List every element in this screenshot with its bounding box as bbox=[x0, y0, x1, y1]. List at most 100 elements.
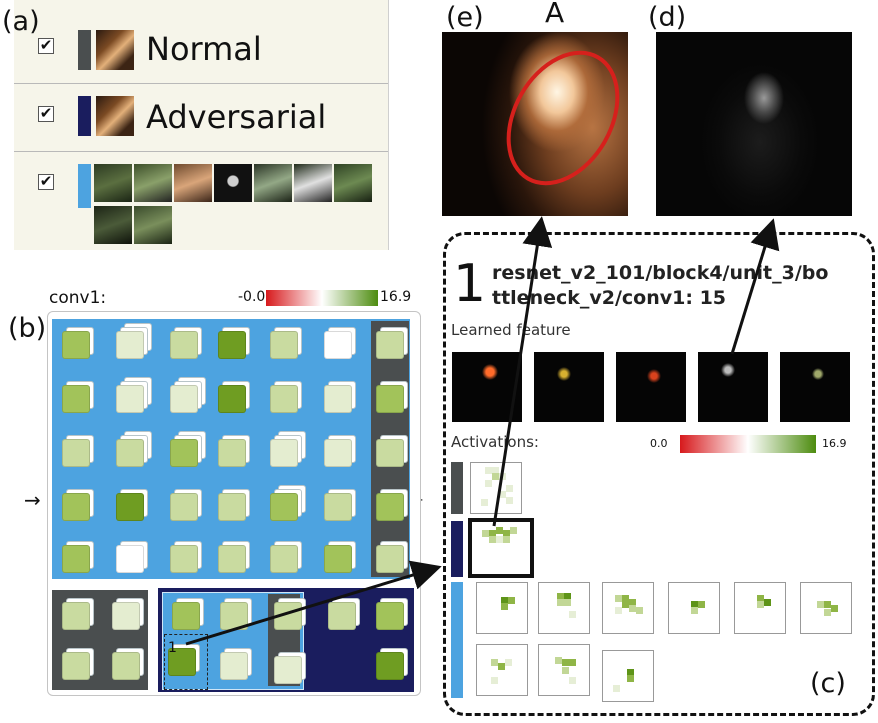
neuron-square[interactable] bbox=[376, 541, 408, 573]
class-color-swatch bbox=[78, 164, 91, 208]
neuron-square[interactable] bbox=[116, 541, 148, 573]
neuron-square[interactable] bbox=[218, 541, 250, 573]
neuron-square[interactable] bbox=[112, 598, 144, 630]
normal-checkbox[interactable]: ✔ bbox=[38, 36, 54, 54]
neuron-square[interactable] bbox=[328, 598, 360, 630]
neuron-square[interactable] bbox=[270, 381, 302, 413]
left-arrow-icon: → bbox=[24, 488, 41, 512]
neuron-square[interactable] bbox=[218, 381, 250, 413]
class-checkbox[interactable]: ✔ bbox=[38, 172, 54, 190]
legend-row-normal[interactable]: ✔ Normal bbox=[14, 18, 388, 80]
neuron-square[interactable] bbox=[170, 327, 202, 359]
learned-feature-thumbnail bbox=[534, 352, 604, 422]
activation-map[interactable] bbox=[602, 582, 654, 634]
learned-feature-thumbnail bbox=[780, 352, 850, 422]
scale-min-label: -0.0 bbox=[238, 289, 266, 305]
adversarial-label: Adversarial bbox=[146, 98, 327, 136]
neuron-square[interactable] bbox=[62, 598, 94, 630]
activation-map[interactable] bbox=[476, 644, 528, 696]
neuron-square[interactable] bbox=[270, 327, 302, 359]
activation-map[interactable] bbox=[668, 582, 720, 634]
activation-map[interactable] bbox=[468, 518, 534, 578]
selected-neuron-marker: 1 bbox=[168, 640, 177, 656]
selected-neuron-box[interactable] bbox=[164, 634, 208, 690]
neuron-square[interactable] bbox=[168, 644, 200, 676]
activation-color-scale bbox=[680, 435, 816, 453]
activation-map[interactable] bbox=[476, 582, 528, 634]
class-image-thumbnail bbox=[334, 164, 372, 202]
neuron-square[interactable] bbox=[112, 648, 144, 680]
neuron-square[interactable] bbox=[376, 327, 408, 359]
neuron-square[interactable] bbox=[170, 431, 206, 467]
neuron-square[interactable] bbox=[62, 435, 94, 467]
class-image-thumbnail bbox=[94, 206, 132, 244]
neuron-square[interactable] bbox=[220, 648, 252, 680]
neuron-square[interactable] bbox=[376, 648, 408, 680]
neuron-square[interactable] bbox=[62, 327, 94, 359]
color-scale-bar bbox=[266, 290, 378, 306]
activation-map[interactable] bbox=[734, 582, 786, 634]
legend-row-class-images[interactable]: ✔ bbox=[14, 154, 388, 250]
legend-row-adversarial[interactable]: ✔ Adversarial bbox=[14, 86, 388, 148]
panel-label-a: (a) bbox=[2, 6, 40, 37]
neuron-square[interactable] bbox=[324, 327, 356, 359]
activation-map[interactable] bbox=[602, 650, 654, 702]
class-image-thumbnail bbox=[294, 164, 332, 202]
neuron-square[interactable] bbox=[170, 377, 206, 413]
layer-name: conv1: bbox=[49, 288, 107, 308]
selection-arrow bbox=[185, 560, 442, 646]
legend-divider bbox=[14, 151, 388, 152]
neuron-square[interactable] bbox=[274, 652, 306, 684]
neuron-square[interactable] bbox=[170, 541, 202, 573]
normal-image-thumbnail bbox=[96, 30, 134, 70]
normal-link-arrow bbox=[730, 218, 780, 355]
activation-scale-min: 0.0 bbox=[650, 437, 668, 450]
neuron-square[interactable] bbox=[116, 431, 152, 467]
neuron-square[interactable] bbox=[116, 323, 152, 359]
neuron-square[interactable] bbox=[62, 541, 94, 573]
neuron-square[interactable] bbox=[376, 435, 408, 467]
neuron-square[interactable] bbox=[376, 598, 408, 630]
neuron-square[interactable] bbox=[324, 435, 356, 467]
neuron-square[interactable] bbox=[270, 485, 306, 521]
adversarial-feature-image bbox=[442, 32, 628, 216]
neuron-square[interactable] bbox=[324, 541, 356, 573]
neuron-square[interactable] bbox=[170, 489, 202, 521]
neuron-square[interactable] bbox=[270, 431, 306, 467]
activation-map[interactable] bbox=[800, 582, 852, 634]
neuron-square[interactable] bbox=[116, 489, 148, 521]
adversarial-color-swatch bbox=[78, 96, 91, 136]
neuron-square[interactable] bbox=[376, 489, 408, 521]
neuron-square[interactable] bbox=[172, 598, 204, 630]
neuron-square[interactable] bbox=[62, 489, 94, 521]
neuron-square[interactable] bbox=[220, 598, 252, 630]
neuron-square[interactable] bbox=[218, 489, 250, 521]
activation-scale-max: 16.9 bbox=[822, 437, 847, 450]
neuron-square[interactable] bbox=[218, 435, 250, 467]
class-legend: ✔ Normal ✔ Adversarial ✔ bbox=[14, 0, 389, 250]
neuron-name-line2: ttleneck_v2/conv1: 15 bbox=[492, 287, 727, 309]
activations-label: Activations: bbox=[451, 433, 539, 451]
neuron-grid-lower bbox=[52, 590, 414, 694]
neuron-square[interactable] bbox=[62, 381, 94, 413]
class-image-thumbnail bbox=[134, 164, 172, 202]
neuron-grid bbox=[52, 319, 410, 579]
neuron-rank: 1 bbox=[453, 254, 487, 314]
neuron-square[interactable] bbox=[376, 381, 408, 413]
neuron-square[interactable] bbox=[324, 381, 356, 413]
neuron-square[interactable] bbox=[218, 327, 250, 359]
adversarial-checkbox[interactable]: ✔ bbox=[38, 104, 54, 122]
learned-feature-thumbnail bbox=[698, 352, 768, 422]
panel-label-e: (e) bbox=[446, 2, 484, 33]
neuron-square[interactable] bbox=[116, 377, 152, 413]
neuron-square[interactable] bbox=[324, 489, 356, 521]
neuron-square[interactable] bbox=[270, 541, 302, 573]
legend-divider bbox=[14, 83, 388, 84]
activation-map[interactable] bbox=[538, 582, 590, 634]
region-annotation: A bbox=[545, 0, 565, 29]
activation-map[interactable] bbox=[538, 644, 590, 696]
adversarial-image-thumbnail bbox=[96, 96, 134, 136]
neuron-square[interactable] bbox=[62, 648, 94, 680]
panel-label-b: (b) bbox=[8, 313, 47, 344]
